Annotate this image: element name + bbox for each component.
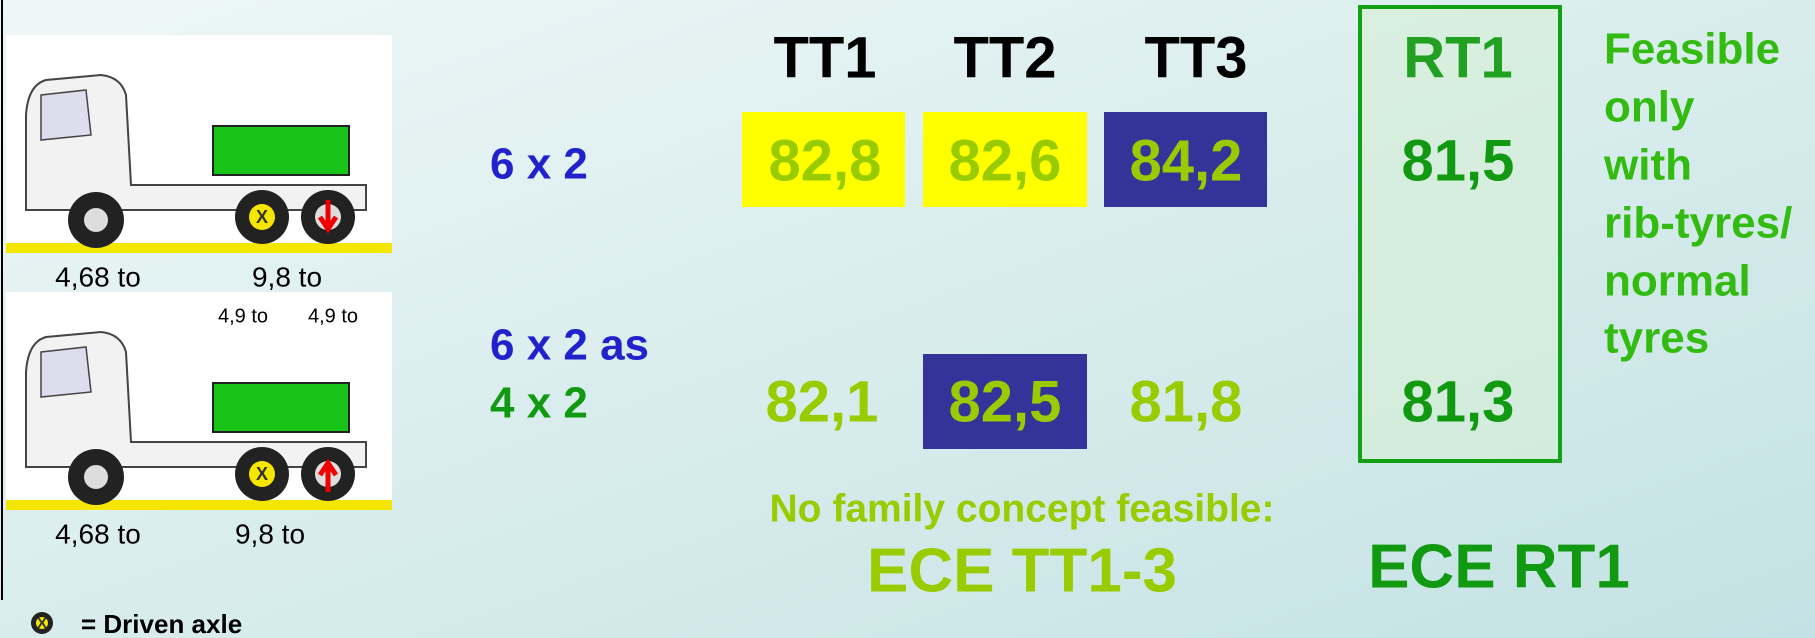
cell-value: 84,2 <box>1130 128 1243 193</box>
row-label: 4 x 2 <box>490 379 588 428</box>
axle-label: 4,9 to <box>308 305 358 327</box>
note-line: Feasible <box>1604 25 1780 74</box>
column-header: TT3 <box>1144 25 1247 90</box>
cell-highlight <box>1104 112 1267 207</box>
row-label: 6 x 2 <box>490 140 588 189</box>
note-line: rib-tyres/ <box>1604 199 1792 248</box>
column-header: TT2 <box>953 25 1056 90</box>
note-line: tyres <box>1604 314 1709 363</box>
cell-value: 81,3 <box>1402 369 1515 434</box>
load-label: 4,68 to <box>55 518 141 549</box>
cell-highlight <box>923 354 1087 449</box>
rt1-frame <box>1358 5 1562 463</box>
column-header: RT1 <box>1403 25 1513 90</box>
load-label: 9,8 to <box>252 261 322 292</box>
cell-value: 82,8 <box>769 128 882 193</box>
load-label: 9,8 to <box>235 518 305 549</box>
truck-2 <box>5 291 393 511</box>
load-label: 4,68 to <box>55 261 141 292</box>
cell-highlight <box>742 112 905 207</box>
note-line: with <box>1603 141 1692 190</box>
legend-icon-text: X <box>37 615 47 632</box>
conclusion-left: ECE TT1-3 <box>867 536 1177 605</box>
conclusion-right: ECE RT1 <box>1368 532 1630 601</box>
legend-text: = Driven axle <box>81 609 242 638</box>
column-header: TT1 <box>773 25 876 90</box>
cell-value: 81,5 <box>1402 128 1515 193</box>
cell-value: 82,1 <box>766 369 879 434</box>
note-line: normal <box>1604 257 1751 306</box>
cell-value: 81,8 <box>1130 369 1243 434</box>
row-label: 6 x 2 as <box>490 321 649 370</box>
cell-highlight <box>923 112 1087 207</box>
note-line: only <box>1604 83 1695 132</box>
axle-label: 4,9 to <box>218 305 268 327</box>
cell-value: 82,6 <box>949 128 1062 193</box>
conclusion-subtitle: No family concept feasible: <box>770 487 1275 530</box>
truck-1 <box>5 34 393 254</box>
cell-value: 82,5 <box>949 369 1062 434</box>
